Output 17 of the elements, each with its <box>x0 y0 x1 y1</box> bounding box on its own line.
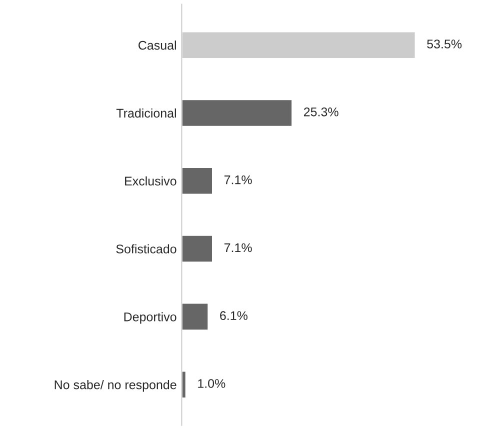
data-label: 1.0% <box>198 379 226 388</box>
data-label: 7.1% <box>224 243 252 252</box>
y-tick-label: Exclusivo <box>125 176 176 186</box>
y-tick-label: Sofisticado <box>116 244 176 254</box>
y-tick-label: Tradicional <box>116 108 176 118</box>
y-tick-label: Casual <box>138 40 176 50</box>
bar <box>182 166 214 196</box>
y-tick-label: No sabe/ no responde <box>54 380 176 392</box>
data-label: 6.1% <box>220 311 248 320</box>
data-label: 25.3% <box>304 107 338 116</box>
data-label: 7.1% <box>224 175 252 184</box>
y-tick-label: Deportivo <box>124 312 176 324</box>
bar <box>182 98 293 128</box>
data-label: 53.5% <box>427 40 462 48</box>
bar <box>182 234 214 264</box>
bar <box>182 370 187 399</box>
bar <box>182 302 210 331</box>
